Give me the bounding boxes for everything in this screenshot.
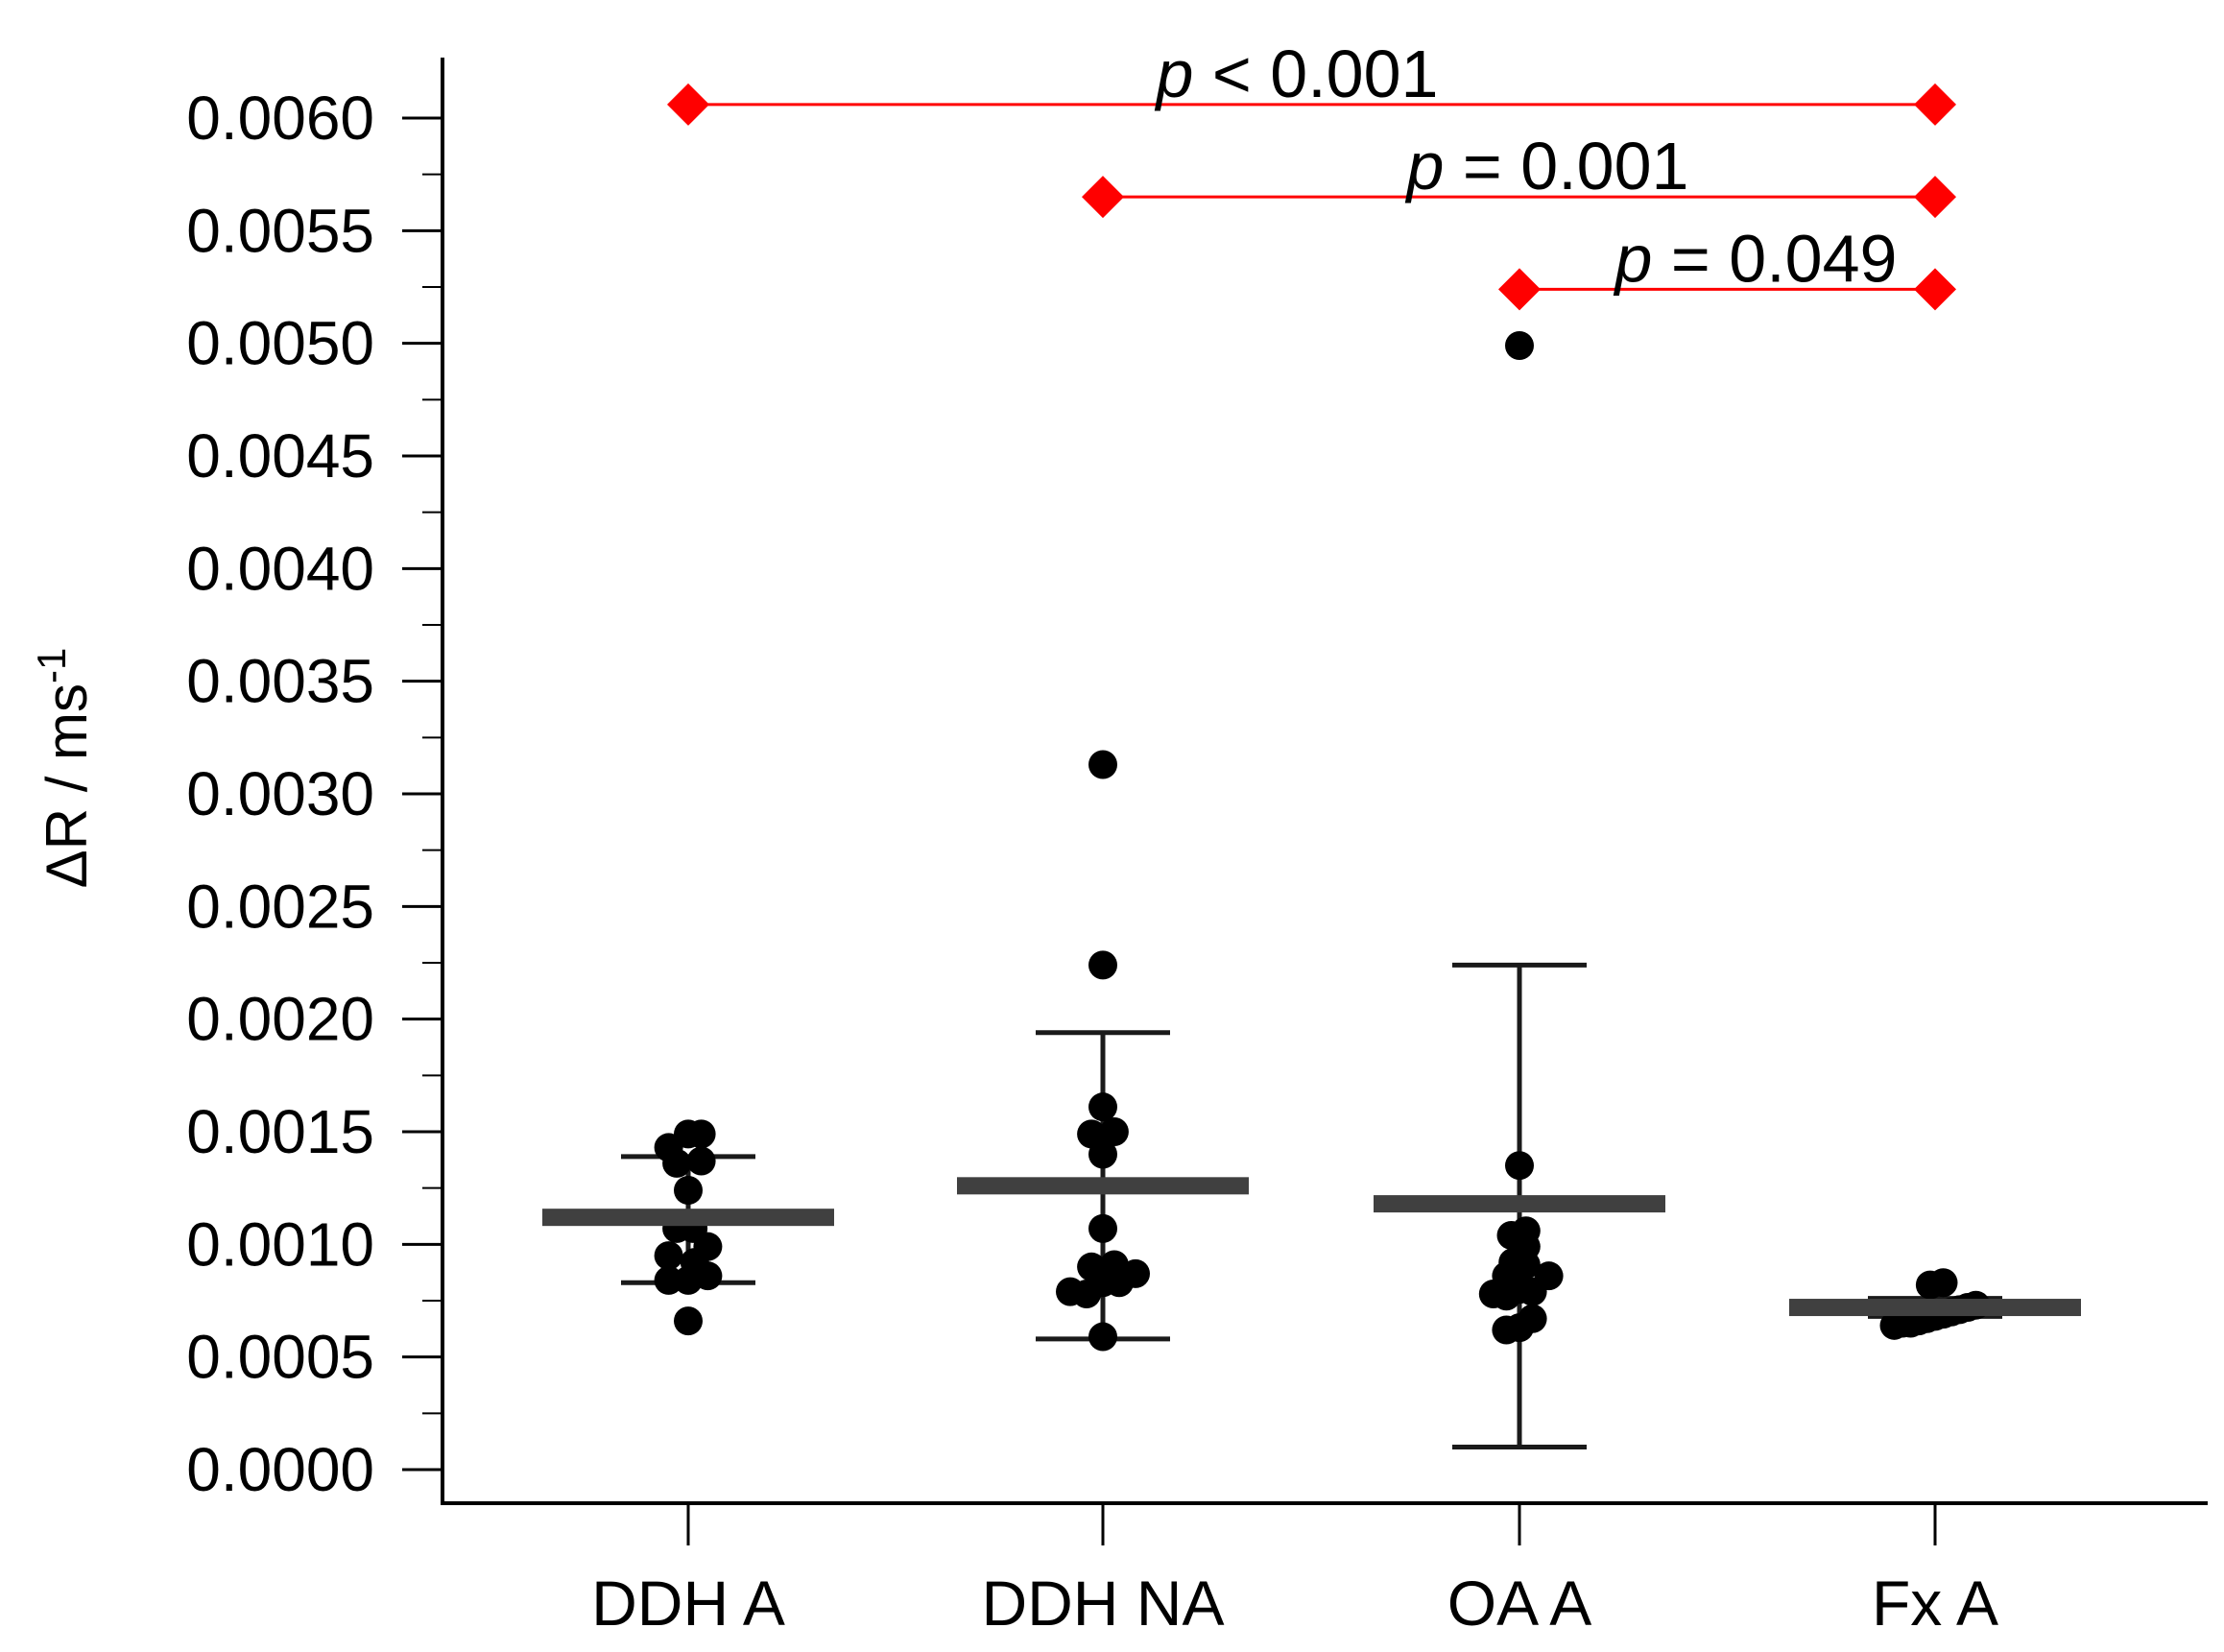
data-point (1072, 1279, 1101, 1308)
axes-layer: ΔR / ms-1 0.0000 0.0005 0.0010 0.0015 0.0020… (29, 58, 2208, 1639)
p-symbol: p (1405, 129, 1445, 204)
group-ddh-a (542, 1119, 834, 1336)
data-point (662, 1148, 692, 1178)
data-point (1088, 1322, 1117, 1352)
x-category-label: OA A (1447, 1568, 1591, 1639)
y-tick-label: 0.0015 (186, 1097, 374, 1166)
data-point (654, 1241, 683, 1271)
group-fx-a (1789, 1268, 2081, 1340)
y-tick-label: 0.0040 (186, 534, 374, 603)
data-point (1088, 1213, 1117, 1243)
group-oa-a (1374, 331, 1665, 1450)
data-point (1088, 1139, 1117, 1169)
y-tick-label: 0.0030 (186, 759, 374, 828)
y-tick-label: 0.0060 (186, 84, 374, 153)
data-point (674, 1306, 703, 1336)
x-category-label: DDH NA (981, 1568, 1224, 1639)
significance-marker-end (1914, 268, 1956, 311)
p-value-text: < 0.001 (1193, 36, 1438, 111)
y-axis-title-superscript: -1 (29, 648, 74, 683)
y-tick-label: 0.0055 (186, 196, 374, 265)
y-tick-label: 0.0035 (186, 647, 374, 716)
data-point (1099, 1117, 1129, 1146)
p-value-text: = 0.049 (1652, 221, 1897, 296)
mean-bar (1789, 1299, 2081, 1317)
y-tick-label: 0.0025 (186, 872, 374, 941)
y-tick-label: 0.0010 (186, 1209, 374, 1279)
data-point (674, 1265, 703, 1295)
y-tick-label: 0.0000 (186, 1435, 374, 1504)
y-axis-title: ΔR / ms-1 (29, 648, 99, 889)
significance-marker-start (1498, 268, 1541, 311)
data-point (1518, 1277, 1547, 1306)
y-tick-label: 0.0020 (186, 985, 374, 1054)
data-point (1518, 1304, 1547, 1333)
y-tick-label: 0.0005 (186, 1323, 374, 1392)
x-category-label: Fx A (1872, 1568, 1998, 1639)
data-point (1088, 750, 1117, 779)
p-value-label: p = 0.001 (1405, 129, 1689, 204)
mean-bar (957, 1177, 1249, 1195)
x-category-label: DDH A (591, 1568, 785, 1639)
significance-marker-end (1914, 83, 1956, 126)
group-ddh-na (957, 750, 1249, 1352)
p-value-label: p = 0.049 (1614, 221, 1898, 296)
data-point (686, 1146, 716, 1176)
p-value-label: p < 0.001 (1155, 36, 1439, 111)
significance-marker-start (1082, 176, 1124, 219)
data-point (686, 1119, 716, 1149)
y-axis-title-text: ΔR / ms (35, 683, 99, 888)
p-symbol: p (1614, 221, 1653, 296)
p-value-text: = 0.001 (1444, 129, 1688, 204)
data-point (1928, 1268, 1958, 1298)
data-point (1088, 1092, 1117, 1122)
data-point (674, 1176, 703, 1206)
data-point (1505, 331, 1534, 361)
p-symbol: p (1155, 36, 1194, 111)
y-tick-label: 0.0045 (186, 421, 374, 491)
significance-marker-end (1914, 176, 1956, 219)
mean-bar (542, 1209, 834, 1227)
significance-marker-start (667, 83, 709, 126)
y-tick-label: 0.0050 (186, 309, 374, 378)
mean-bar (1374, 1195, 1665, 1213)
data-point (1088, 950, 1117, 980)
data-point (1505, 1151, 1534, 1181)
data-point (1121, 1258, 1150, 1288)
groups-layer (542, 331, 2081, 1450)
